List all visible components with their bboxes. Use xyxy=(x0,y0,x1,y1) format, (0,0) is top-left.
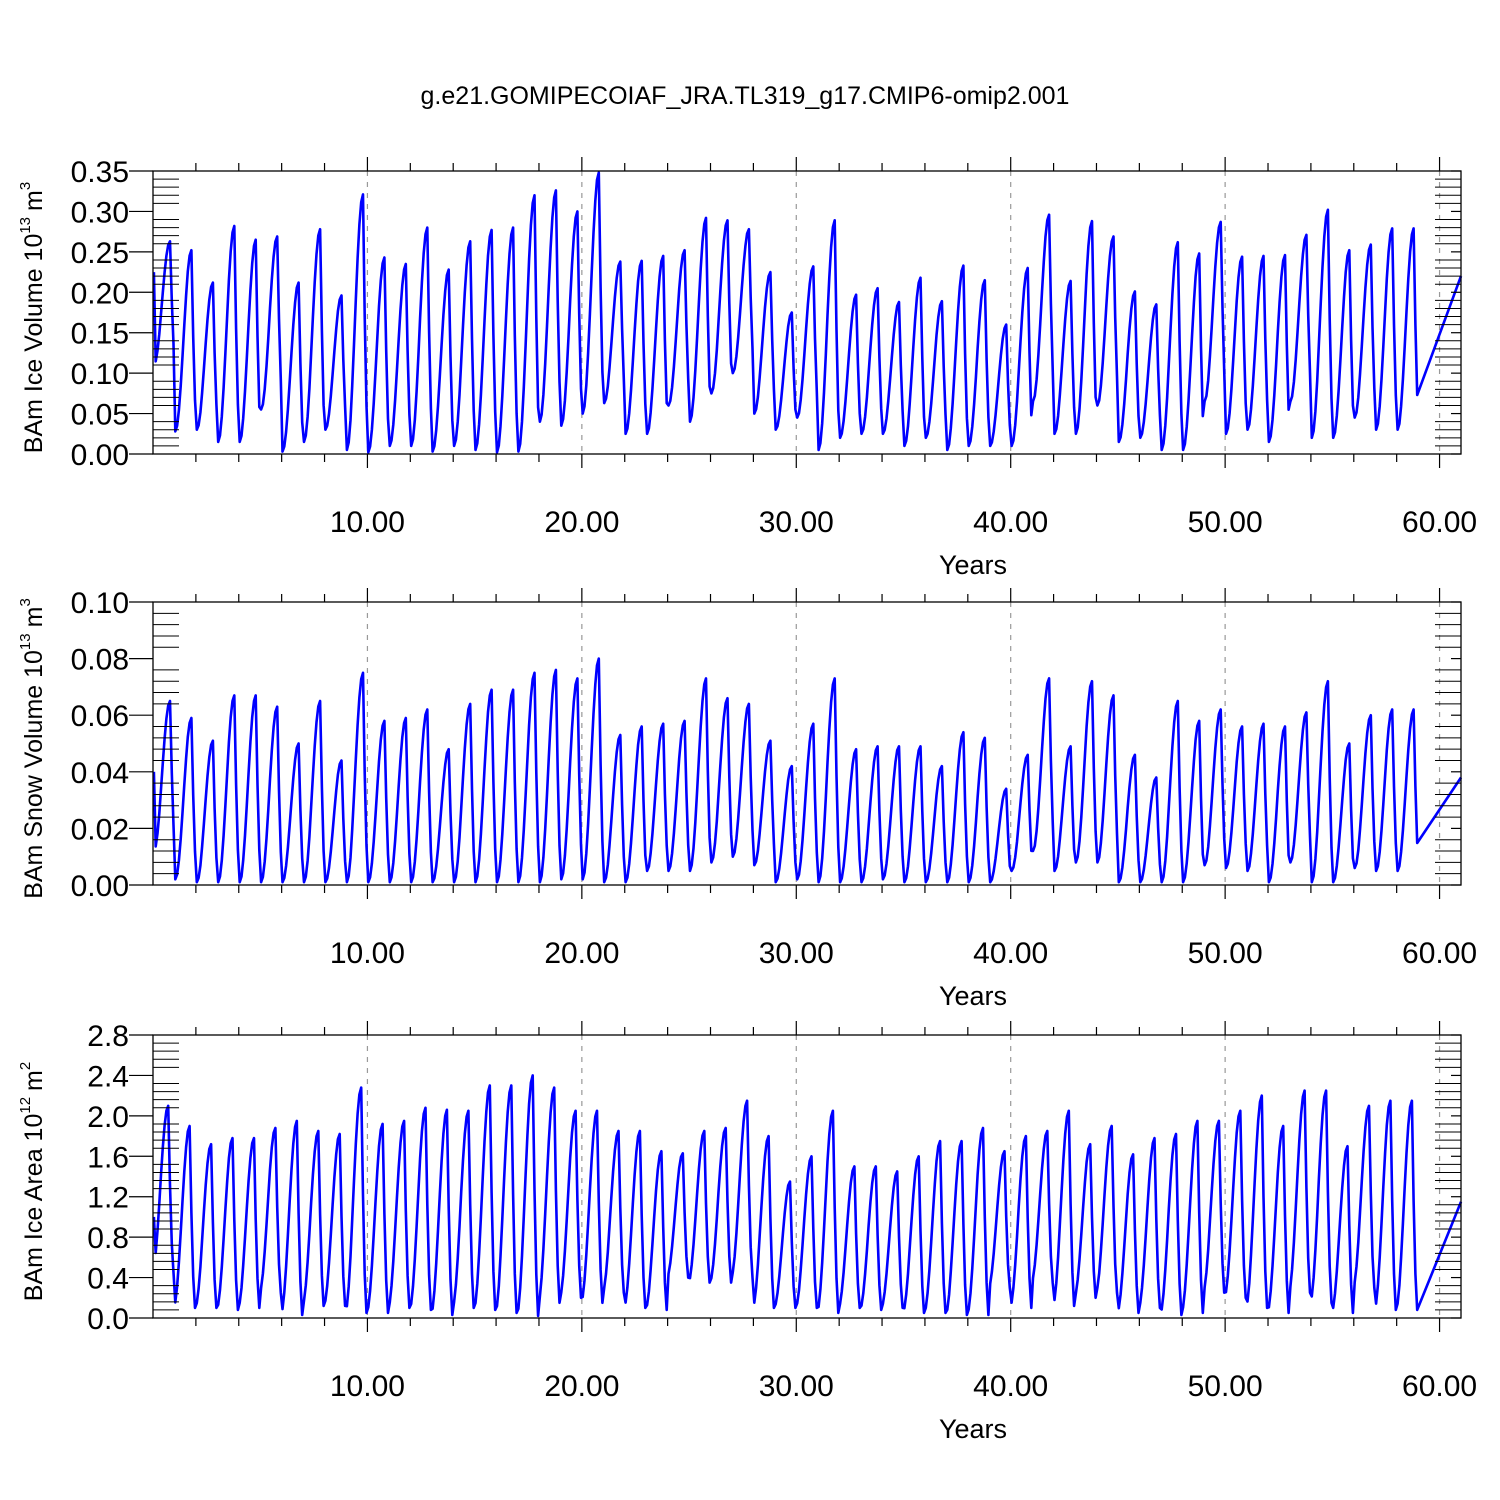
y-label-exponent: 13 xyxy=(17,217,34,234)
y-tick-label: 0.15 xyxy=(71,318,129,351)
y-axis-label: BAm Ice Area 1012 m2 xyxy=(17,1062,48,1301)
y-axis-label: BAm Snow Volume 1013 m3 xyxy=(17,598,48,899)
x-tick-label: 20.00 xyxy=(544,506,619,539)
y-tick-label: 1.2 xyxy=(87,1182,129,1215)
y-label-unit-exponent: 3 xyxy=(17,182,34,190)
panel-2: 10.00 20.00 30.00 40.00 50.00 60.00 0.00 0.02 0.… xyxy=(17,587,1477,1011)
y-label-unit: m xyxy=(20,607,48,628)
y-label-text: BAm Ice Volume 10 xyxy=(20,234,48,454)
x-tick-label: 30.00 xyxy=(759,1370,834,1403)
plot-frame xyxy=(152,601,1462,886)
y-tick-label: 0.35 xyxy=(71,156,129,189)
x-axis-label: Years xyxy=(939,981,1007,1011)
y-label-unit: m xyxy=(20,1070,48,1091)
series-line xyxy=(152,171,1463,454)
plot-frame xyxy=(152,170,1462,455)
x-tick-label: 30.00 xyxy=(759,937,834,970)
panel-3: 10.00 20.00 30.00 40.00 50.00 60.00 0.0 0.4 0.8 1… xyxy=(17,1020,1477,1444)
y-label-unit-exponent: 2 xyxy=(17,1062,34,1070)
y-tick-label: 2.8 xyxy=(87,1020,129,1053)
x-tick-label: 60.00 xyxy=(1402,1370,1477,1403)
x-axis-label: Years xyxy=(939,550,1007,580)
y-tick-label: 2.0 xyxy=(87,1101,129,1134)
x-tick-label: 50.00 xyxy=(1188,1370,1263,1403)
series-line xyxy=(152,1074,1463,1318)
x-tick-label: 60.00 xyxy=(1402,937,1477,970)
x-tick-label: 40.00 xyxy=(973,1370,1048,1403)
x-tick-label: 10.00 xyxy=(330,506,405,539)
y-label-text: BAm Snow Volume 10 xyxy=(20,650,48,899)
x-tick-label: 60.00 xyxy=(1402,506,1477,539)
y-tick-label: 0.04 xyxy=(71,757,129,790)
y-tick-label: 0.10 xyxy=(71,587,129,620)
y-label-unit-exponent: 3 xyxy=(17,598,34,606)
chart-title: g.e21.GOMIPECOIAF_JRA.TL319_g17.CMIP6-om… xyxy=(421,82,1070,110)
x-tick-label: 10.00 xyxy=(330,937,405,970)
x-tick-label: 50.00 xyxy=(1188,506,1263,539)
x-axis-label: Years xyxy=(939,1414,1007,1444)
y-label-exponent: 13 xyxy=(17,633,34,650)
series-line xyxy=(152,657,1463,884)
y-axis-label: BAm Ice Volume 1013 m3 xyxy=(17,182,48,453)
x-tick-label: 30.00 xyxy=(759,506,834,539)
x-tick-label: 10.00 xyxy=(330,1370,405,1403)
y-tick-label: 0.20 xyxy=(71,277,129,310)
y-tick-label: 0.08 xyxy=(71,644,129,677)
y-tick-label: 0.25 xyxy=(71,237,129,270)
y-tick-label: 0.0 xyxy=(87,1303,129,1336)
x-tick-label: 40.00 xyxy=(973,506,1048,539)
x-tick-label: 40.00 xyxy=(973,937,1048,970)
x-tick-label: 20.00 xyxy=(544,937,619,970)
y-tick-label: 0.8 xyxy=(87,1222,129,1255)
y-tick-label: 0.00 xyxy=(71,439,129,472)
panel-1: 10.00 20.00 30.00 40.00 50.00 60.00 0.00 0.05 0.… xyxy=(17,156,1477,580)
plot-frame xyxy=(152,1034,1462,1319)
y-tick-label: 0.00 xyxy=(71,870,129,903)
x-tick-label: 50.00 xyxy=(1188,937,1263,970)
y-tick-label: 0.10 xyxy=(71,358,129,391)
y-tick-label: 0.30 xyxy=(71,196,129,229)
y-label-text: BAm Ice Area 10 xyxy=(20,1114,48,1302)
x-tick-label: 20.00 xyxy=(544,1370,619,1403)
y-tick-label: 0.06 xyxy=(71,700,129,733)
y-tick-label: 0.4 xyxy=(87,1263,129,1296)
y-label-unit: m xyxy=(20,190,48,211)
y-tick-label: 2.4 xyxy=(87,1060,129,1093)
y-tick-label: 0.02 xyxy=(71,813,129,846)
y-tick-label: 1.6 xyxy=(87,1141,129,1174)
y-label-exponent: 12 xyxy=(17,1097,34,1114)
y-tick-label: 0.05 xyxy=(71,399,129,432)
